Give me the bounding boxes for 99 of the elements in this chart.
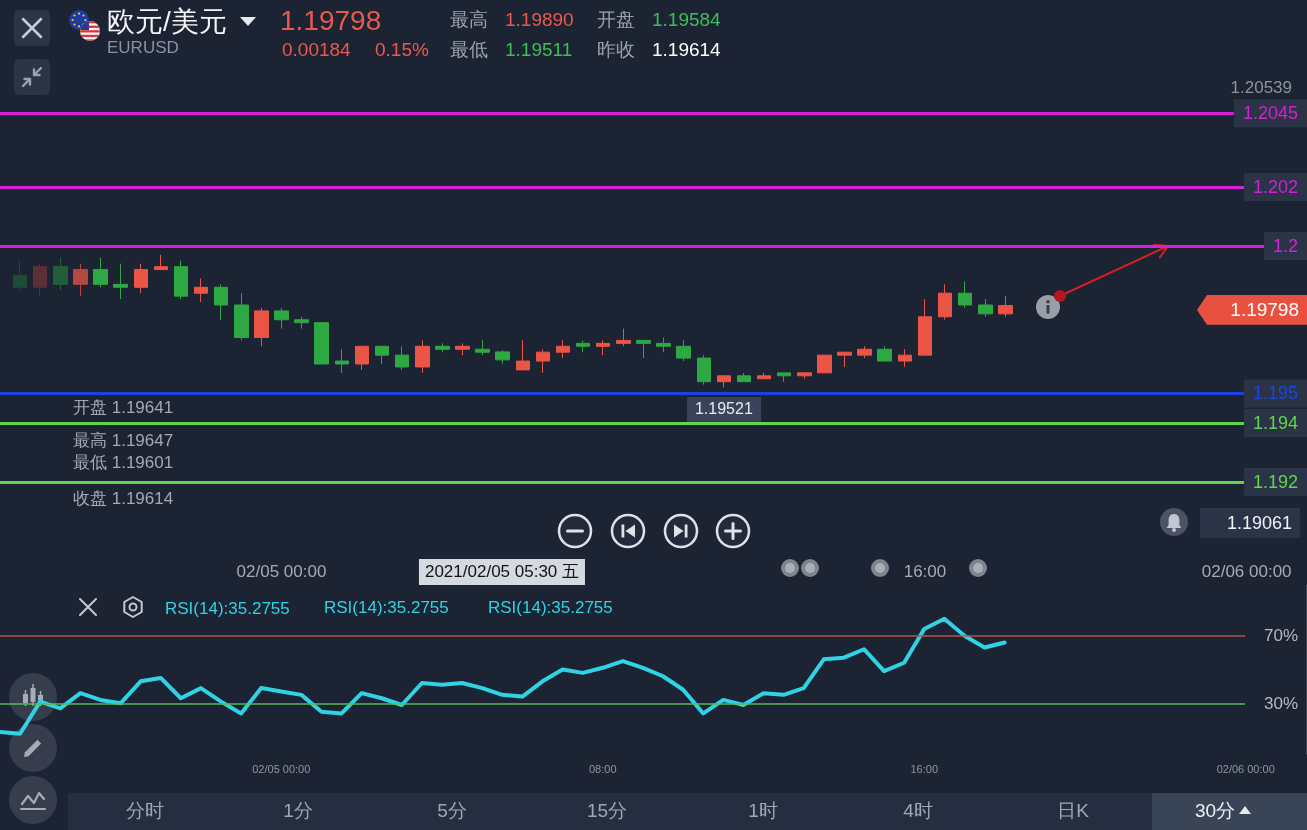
- ref-line-label: 1.202: [1252, 177, 1298, 197]
- text: 1.19890: [505, 9, 574, 31]
- ref-line-label: 1.2045: [1242, 103, 1298, 124]
- candlestick: [93, 257, 108, 288]
- candlestick: [536, 348, 550, 374]
- candlestick: [697, 354, 711, 386]
- text: 1.19798: [280, 4, 382, 38]
- chart-subtitle: EURUSD: [107, 38, 179, 58]
- candlestick: [395, 345, 409, 371]
- candlestick: [978, 298, 993, 318]
- candlestick: [817, 354, 832, 374]
- text: 分时: [126, 800, 164, 822]
- annotation: 最低 1.19601: [73, 453, 174, 473]
- candlestick: [777, 372, 791, 383]
- x-tick-label: 02/05 00:00: [236, 562, 327, 581]
- annotation: RSI(14):35.2755: [324, 598, 449, 618]
- y-tick-label: 30%: [1263, 693, 1298, 713]
- candlestick: [214, 283, 228, 321]
- candlestick: [314, 322, 329, 365]
- candlestick: [355, 345, 369, 371]
- ref-line-label: 1.194: [1252, 413, 1298, 433]
- text: 1.19584: [652, 9, 721, 31]
- candlestick: [475, 339, 490, 356]
- text: 0.00184: [282, 39, 351, 61]
- annotation: RSI(14):35.2755: [488, 598, 613, 618]
- text: 最高: [450, 9, 488, 31]
- candlestick: [375, 345, 389, 365]
- candlestick: [576, 339, 590, 353]
- candlestick: [717, 375, 731, 388]
- y-tick-label: 1.20539: [1230, 77, 1292, 97]
- candlestick: [415, 339, 430, 374]
- candlestick: [234, 292, 249, 341]
- x-tick-label: 02/06 00:00: [1216, 762, 1275, 775]
- candlestick: [556, 339, 570, 359]
- x-tick-label: 16:00: [903, 562, 947, 581]
- text: 开盘: [597, 9, 635, 31]
- text: 5分: [437, 800, 467, 822]
- x-tick-label: 02/05 00:00: [252, 762, 311, 775]
- text: 1分: [283, 800, 313, 822]
- candlestick: [797, 372, 812, 380]
- candlestick: [837, 351, 852, 368]
- y-tick-label: 1.19061: [1226, 513, 1292, 533]
- candlestick: [495, 349, 510, 365]
- candlestick: [274, 307, 289, 330]
- annotation: 最高 1.19647: [73, 431, 174, 451]
- annotation: 收盘 1.19614: [73, 489, 174, 509]
- candlestick: [53, 257, 68, 291]
- y-tick-label: 70%: [1263, 626, 1298, 646]
- text: 1.19614: [652, 39, 721, 61]
- candlestick: [636, 339, 651, 359]
- candlestick: [596, 339, 610, 356]
- ref-line-label: 1.192: [1252, 472, 1298, 492]
- candlestick: [154, 254, 168, 271]
- text: 昨收: [597, 39, 635, 61]
- candlestick: [857, 345, 872, 359]
- candlestick: [656, 336, 671, 353]
- candlestick: [958, 280, 972, 309]
- candlestick: [335, 348, 349, 374]
- candlestick: [194, 277, 208, 303]
- candlestick: [737, 372, 751, 383]
- candlestick: [174, 260, 188, 300]
- candlestick: [33, 263, 47, 297]
- text: 最低: [450, 39, 488, 61]
- candlestick: [134, 263, 148, 294]
- annotation: 开盘 1.19641: [73, 398, 174, 418]
- candlestick: [898, 348, 912, 368]
- text: 15分: [586, 800, 628, 822]
- candlestick: [13, 260, 27, 291]
- candlestick: [516, 339, 530, 371]
- text: 1时: [748, 800, 778, 822]
- candlestick: [998, 295, 1013, 318]
- text: 1.19511: [505, 39, 573, 61]
- candlestick: [757, 372, 771, 380]
- ref-line-label: 1.195: [1252, 383, 1298, 404]
- candlestick: [455, 342, 470, 356]
- candlestick: [73, 263, 88, 297]
- candlestick: [254, 307, 269, 347]
- candlestick: [294, 316, 309, 330]
- text: 日K: [1057, 800, 1089, 822]
- candlestick: [113, 263, 128, 300]
- chart-title: 欧元/美元: [107, 5, 227, 39]
- x-tick-label: 16:00: [910, 762, 939, 775]
- x-tick-label: 08:00: [589, 762, 617, 775]
- text: 4时: [903, 800, 933, 822]
- line-series: [0, 616, 1007, 736]
- candlestick: [676, 339, 691, 362]
- text: 30分: [1194, 800, 1236, 822]
- candlestick: [918, 298, 932, 356]
- annotation: 1.19521: [686, 397, 761, 422]
- text: RSI(14):35.2755: [165, 599, 290, 618]
- candlestick: [616, 328, 631, 347]
- text: 2021/02/05 05:30 五: [418, 559, 586, 585]
- text: 0.15%: [375, 39, 429, 61]
- candlestick: [938, 283, 952, 321]
- x-tick-label: 02/06 00:00: [1201, 562, 1292, 581]
- candlestick: [877, 345, 892, 362]
- annotation: 1.19798: [1197, 295, 1307, 325]
- candlestick: [435, 342, 450, 353]
- ref-line-label: 1.2: [1272, 236, 1298, 256]
